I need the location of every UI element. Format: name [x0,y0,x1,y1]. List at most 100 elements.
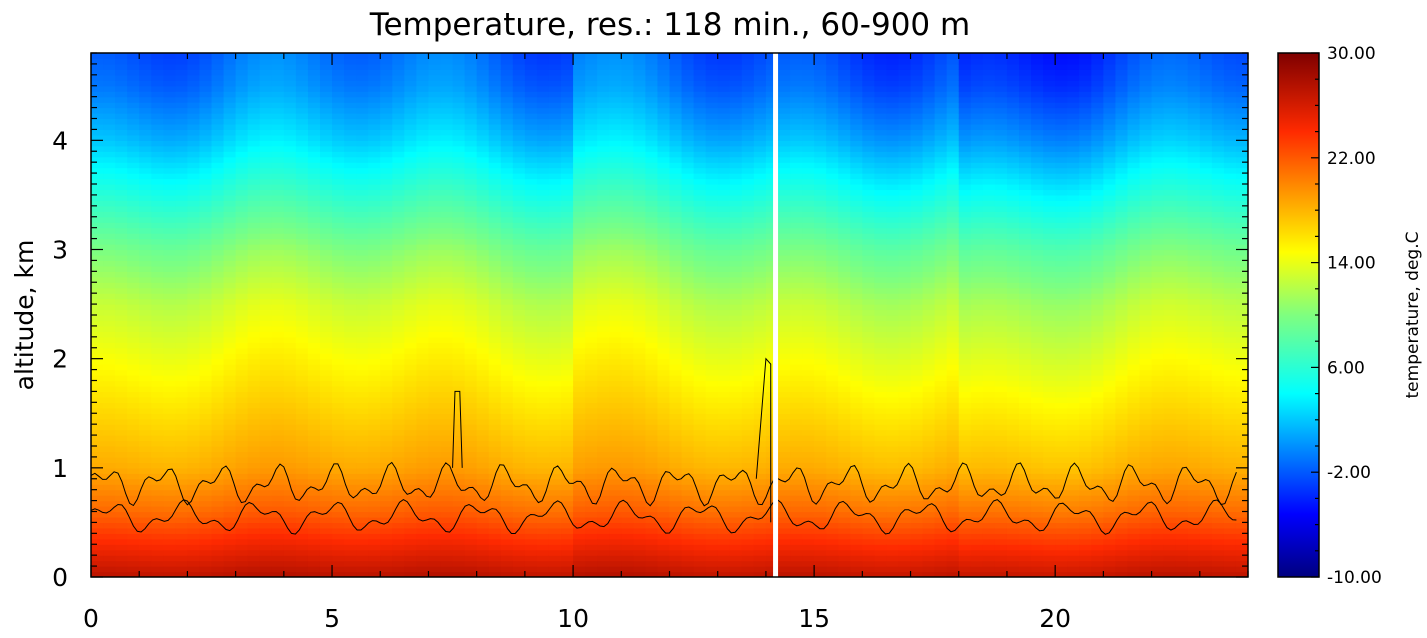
heatmap-cell [151,205,164,212]
heatmap-cell [380,156,393,163]
heatmap-cell [151,184,164,191]
heatmap-cell [621,369,634,376]
heatmap-cell [476,102,490,109]
heatmap-cell [681,151,695,158]
heatmap-cell [500,189,514,196]
heatmap-cell [428,353,442,360]
heatmap-cell [103,500,116,507]
heatmap-cell [332,500,345,507]
heatmap-cell [512,216,526,223]
heatmap-cell [139,375,152,382]
heatmap-cell [332,205,345,212]
heatmap-cell [332,254,345,262]
heatmap-cell [536,63,550,70]
heatmap-cell [524,424,538,431]
heatmap-cell [368,407,381,414]
heatmap-cell [211,446,225,453]
heatmap-cell [536,544,550,551]
heatmap-cell [103,58,116,65]
heatmap-cell [199,446,213,453]
heatmap-cell [633,555,646,562]
heatmap-cell [283,244,297,251]
heatmap-cell [271,555,285,562]
heatmap-cell [416,151,430,158]
heatmap-cell [115,249,128,256]
heatmap-cell [404,364,418,371]
heatmap-cell [705,102,719,109]
heatmap-cell [368,162,381,169]
heatmap-cell [103,347,116,354]
heatmap-cell [319,118,333,125]
heatmap-cell [187,407,201,414]
heatmap-cell [380,358,393,365]
heatmap-cell [428,484,442,491]
heatmap-cell [127,74,140,81]
heatmap-cell [380,516,393,524]
heatmap-cell [163,446,176,453]
heatmap-cell [319,107,333,114]
heatmap-cell [440,53,454,60]
heatmap-cell [705,211,719,218]
heatmap-cell [621,184,634,191]
heatmap-cell [440,227,454,234]
heatmap-cell [163,358,176,365]
heatmap-cell [151,216,164,223]
heatmap-cell [476,282,490,289]
heatmap-cell [524,566,538,573]
heatmap-cell [319,244,333,251]
heatmap-cell [295,194,309,201]
heatmap-cell [657,478,671,485]
heatmap-cell [380,396,393,403]
heatmap-cell [500,429,514,436]
heatmap-cell [657,467,671,474]
heatmap-cell [368,369,381,376]
heatmap-cell [681,304,695,311]
heatmap-cell [283,358,297,365]
heatmap-cell [609,129,622,136]
heatmap-cell [464,555,478,562]
heatmap-cell [283,53,297,60]
heatmap-cell [392,544,405,551]
heatmap-cell [259,533,273,540]
heatmap-cell [536,391,550,398]
heatmap-cell [524,364,538,371]
heatmap-cell [295,63,309,70]
heatmap-cell [223,304,237,311]
heatmap-cell [175,396,189,403]
heatmap-cell [151,145,164,152]
heatmap-cell [536,331,550,338]
heatmap-cell [163,173,176,180]
heatmap-cell [573,375,586,382]
heatmap-cell [307,484,321,491]
heatmap-cell [488,315,502,322]
heatmap-cell [332,107,345,114]
heatmap-cell [211,238,225,245]
heatmap-cell [211,369,225,376]
heatmap-cell [163,276,176,283]
heatmap-cell [585,293,598,300]
heatmap-cell [380,429,393,436]
heatmap-cell [440,69,454,76]
heatmap-cell [356,369,369,376]
heatmap-cell [283,227,297,234]
heatmap-cell [380,309,393,316]
heatmap-cell [609,391,622,398]
heatmap-cell [307,298,321,305]
heatmap-cell [319,571,333,577]
heatmap-cell [91,495,104,502]
heatmap-cell [211,407,225,414]
heatmap-cell [344,309,357,316]
heatmap-cell [91,145,104,152]
heatmap-cell [585,462,598,469]
heatmap-cell [91,484,104,491]
heatmap-cell [597,216,610,223]
heatmap-cell [332,222,345,229]
heatmap-cell [163,282,176,289]
heatmap-cell [235,533,249,540]
heatmap-cell [633,424,646,431]
heatmap-cell [585,424,598,431]
heatmap-cell [307,244,321,251]
heatmap-cell [307,566,321,573]
heatmap-cell [573,173,586,180]
heatmap-cell [416,473,430,480]
